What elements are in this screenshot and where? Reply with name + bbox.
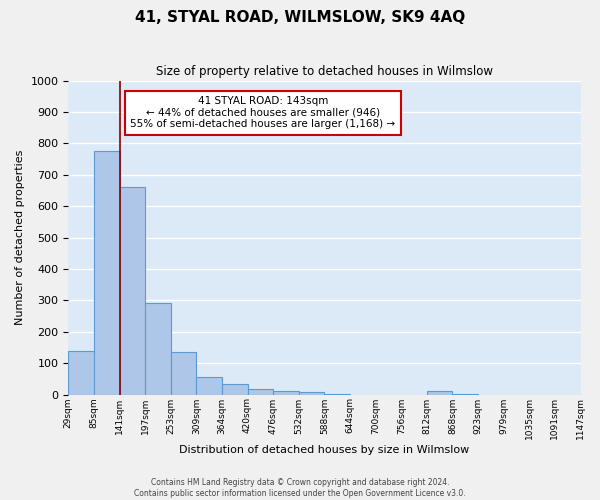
Bar (427, 392, 452, 394)
Bar (248, 389, 273, 394)
Title: Size of property relative to detached houses in Wilmslow: Size of property relative to detached ho… (156, 65, 493, 78)
Bar (273, 392, 299, 394)
Bar (222, 384, 248, 394)
Text: 41, STYAL ROAD, WILMSLOW, SK9 4AQ: 41, STYAL ROAD, WILMSLOW, SK9 4AQ (135, 10, 465, 25)
Bar (171, 352, 196, 395)
Bar (196, 378, 222, 394)
Bar (299, 392, 325, 394)
Bar (68, 350, 94, 395)
Bar (94, 151, 119, 394)
Bar (145, 304, 171, 394)
X-axis label: Distribution of detached houses by size in Wilmslow: Distribution of detached houses by size … (179, 445, 470, 455)
Text: 41 STYAL ROAD: 143sqm
← 44% of detached houses are smaller (946)
55% of semi-det: 41 STYAL ROAD: 143sqm ← 44% of detached … (130, 96, 395, 130)
Bar (119, 188, 145, 394)
Text: Contains HM Land Registry data © Crown copyright and database right 2024.
Contai: Contains HM Land Registry data © Crown c… (134, 478, 466, 498)
Y-axis label: Number of detached properties: Number of detached properties (15, 150, 25, 325)
